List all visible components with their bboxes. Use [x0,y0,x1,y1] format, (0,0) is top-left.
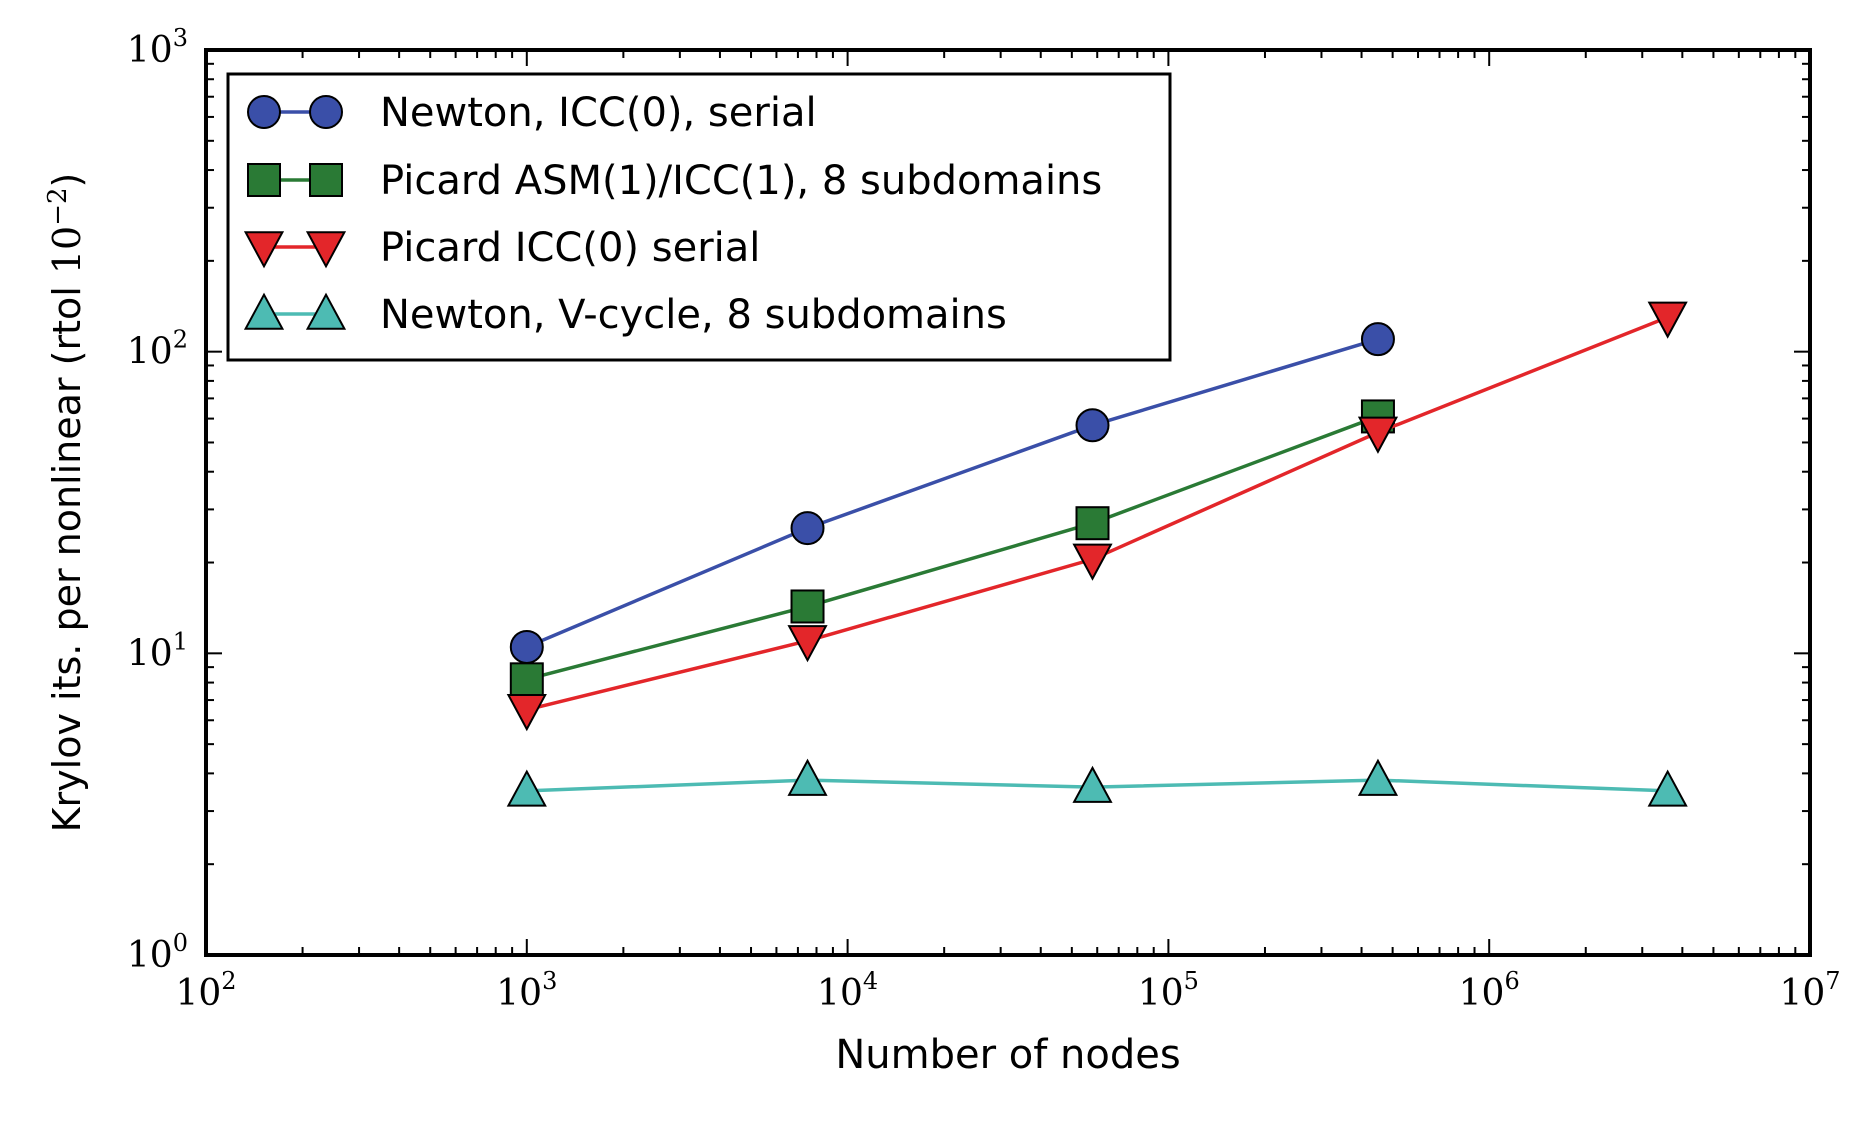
series-3 [506,301,1688,732]
y-axis-label-base: 10 [45,226,89,274]
data-point [506,769,547,807]
series-line [526,337,1379,649]
legend-marker [309,163,343,197]
y-tick-label: 103 [127,24,188,71]
data-point [509,629,544,664]
data-point [1072,765,1113,803]
legend-marker [247,163,281,197]
series-2 [509,399,1395,697]
legend-entry: Picard ICC(0) serial [243,225,760,271]
legend-entry: Picard ASM(1)/ICC(1), 8 subdomains [247,158,1102,204]
data-point [787,758,828,796]
x-tick-label: 106 [1459,967,1520,1014]
y-axis-label-exp: −2 [43,187,73,225]
y-axis-label: Krylov its. per nonlinear (rtol 10−2) [43,173,89,833]
data-point [509,662,544,697]
data-point [1075,408,1110,443]
legend-entry: Newton, V-cycle, 8 subdomains [243,292,1007,338]
data-point [790,589,825,624]
data-point [506,694,547,732]
x-tick-label: 107 [1779,967,1840,1014]
legend-marker [305,231,347,269]
series-line [526,414,1379,682]
y-axis-label-close: ) [45,173,89,188]
data-point [1072,543,1113,581]
data-point [1357,416,1399,454]
legend-marker [309,95,343,129]
series-layer [506,301,1688,807]
data-point [1647,769,1688,807]
x-tick-label: 102 [175,967,236,1014]
legend-entry: Newton, ICC(0), serial [247,90,817,136]
legend-marker [247,95,281,129]
x-axis-label: Number of nodes [835,1032,1180,1078]
ticks: 102 103 104 105 106 107 100 101 102 103 [127,24,1841,1014]
legend-label: Newton, V-cycle, 8 subdomains [380,292,1007,338]
data-point [1357,758,1399,796]
legend: Newton, ICC(0), serial Picard ASM(1)/ICC(… [226,72,1172,362]
legend-box [226,72,1172,362]
y-tick-label: 102 [127,326,188,373]
y-tick-label: 101 [127,627,188,674]
legend-marker [243,292,285,330]
legend-marker [305,292,347,330]
series-1 [509,322,1395,664]
plot-frame [204,48,1812,957]
legend-marker [243,231,285,269]
data-point [790,511,825,546]
x-tick-label: 104 [817,967,878,1014]
y-tick-label: 100 [127,929,188,976]
data-point [1075,506,1110,541]
data-point [1360,322,1395,357]
data-point [1647,301,1688,339]
series-4 [506,758,1688,807]
legend-label: Picard ASM(1)/ICC(1), 8 subdomains [380,158,1102,204]
data-point [787,625,828,663]
legend-label: Newton, ICC(0), serial [380,90,817,136]
y-axis-label-main: Krylov its. per nonlinear (rtol [45,274,89,832]
x-tick-label: 105 [1138,967,1199,1014]
x-tick-label: 103 [496,967,557,1014]
legend-label: Picard ICC(0) serial [380,225,760,271]
